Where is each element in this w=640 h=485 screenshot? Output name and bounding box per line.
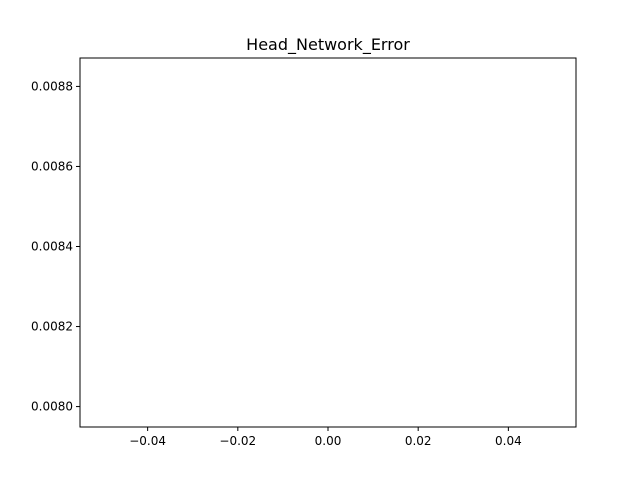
x-tick-label: 0.02 (405, 434, 432, 448)
y-tick-label: 0.0084 (31, 240, 73, 254)
y-tick-label: 0.0082 (31, 320, 73, 334)
axes-frame (79, 57, 577, 428)
y-tick-label: 0.0088 (31, 79, 73, 93)
x-tick-label: 0.00 (315, 434, 342, 448)
x-tick-label: −0.04 (129, 434, 166, 448)
chart-title: Head_Network_Error (246, 35, 410, 55)
x-tick-label: −0.02 (219, 434, 256, 448)
y-axis: 0.0080 0.0082 0.0084 0.0086 0.0088 (31, 79, 80, 414)
x-tick-label: 0.04 (495, 434, 522, 448)
x-axis: −0.04 −0.02 0.00 0.02 0.04 (129, 427, 522, 448)
y-tick-label: 0.0086 (31, 159, 73, 173)
y-tick-label: 0.0080 (31, 400, 73, 414)
